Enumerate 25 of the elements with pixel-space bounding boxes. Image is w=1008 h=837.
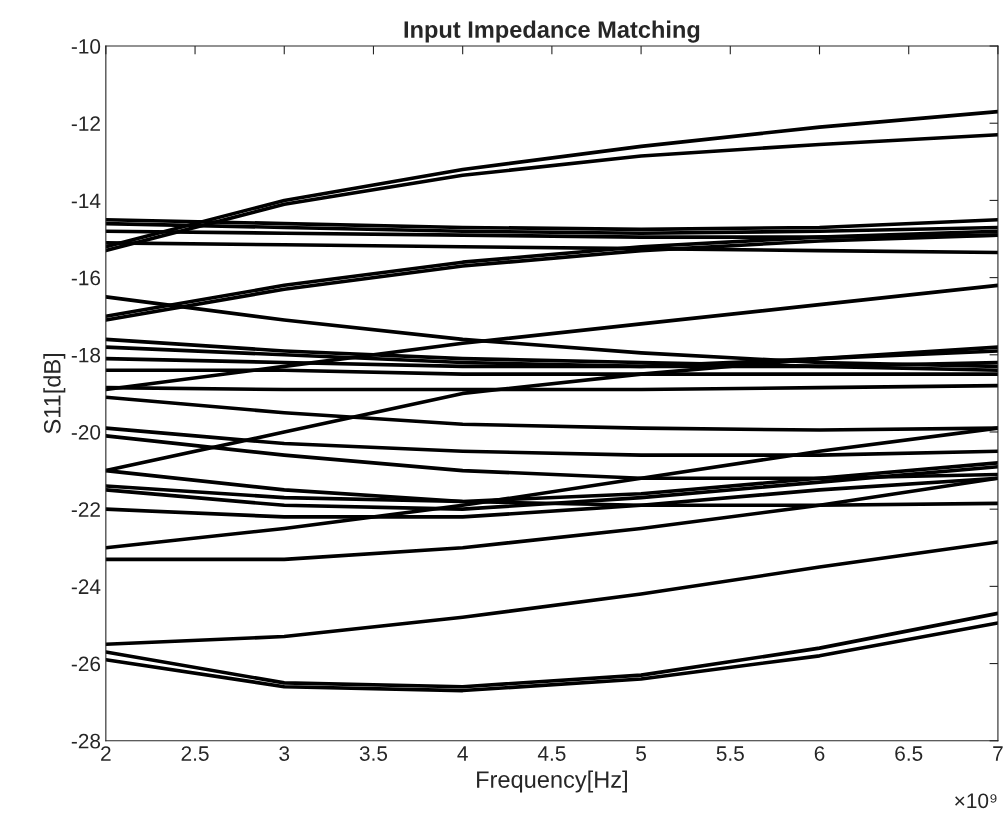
x-tick-label: 2.5 xyxy=(181,746,209,761)
x-tick-label: 5.5 xyxy=(716,746,744,761)
y-tick-label: -14 xyxy=(71,193,101,208)
y-axis-title: S11[dB] xyxy=(43,353,66,434)
y-tick-label: -22 xyxy=(71,502,100,517)
x-axis-title: Frequency[Hz] xyxy=(477,770,627,793)
x-tick-label: 3.5 xyxy=(359,746,388,761)
x-tick-label: 7 xyxy=(993,746,1003,761)
y-tick-label: -24 xyxy=(71,579,101,594)
y-tick-label: -28 xyxy=(71,733,101,749)
y-tick-label: -12 xyxy=(71,116,100,131)
y-tick-label: -26 xyxy=(71,656,101,672)
y-tick-label: -18 xyxy=(71,347,101,363)
x-tick-label: 6 xyxy=(814,746,825,761)
x-tick-label: 6.5 xyxy=(895,746,923,761)
x-tick-label: 2 xyxy=(101,746,111,761)
x-tick-label: 3 xyxy=(279,746,290,761)
text: ×10⁹ xyxy=(955,793,997,809)
y-tick-label: -20 xyxy=(71,424,101,440)
x-tick-label: 4.5 xyxy=(537,746,566,761)
chart-title: Input Impedance Matching xyxy=(404,20,700,43)
y-tick-label: -10 xyxy=(71,39,101,54)
x-tick-label: 5 xyxy=(636,746,647,761)
x-tick-label: 4 xyxy=(457,746,468,761)
y-tick-label: -16 xyxy=(71,270,101,286)
